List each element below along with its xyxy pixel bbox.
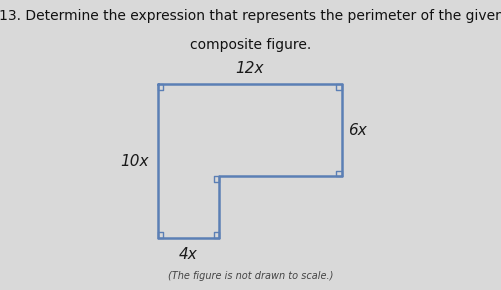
Text: 13. Determine the expression that represents the perimeter of the given: 13. Determine the expression that repres… — [0, 9, 501, 23]
Text: composite figure.: composite figure. — [190, 38, 311, 52]
Text: 6x: 6x — [347, 123, 366, 138]
Text: 10x: 10x — [120, 153, 148, 168]
Text: 12x: 12x — [235, 61, 264, 76]
Text: 4x: 4x — [178, 247, 197, 262]
Text: (The figure is not drawn to scale.): (The figure is not drawn to scale.) — [168, 271, 333, 281]
